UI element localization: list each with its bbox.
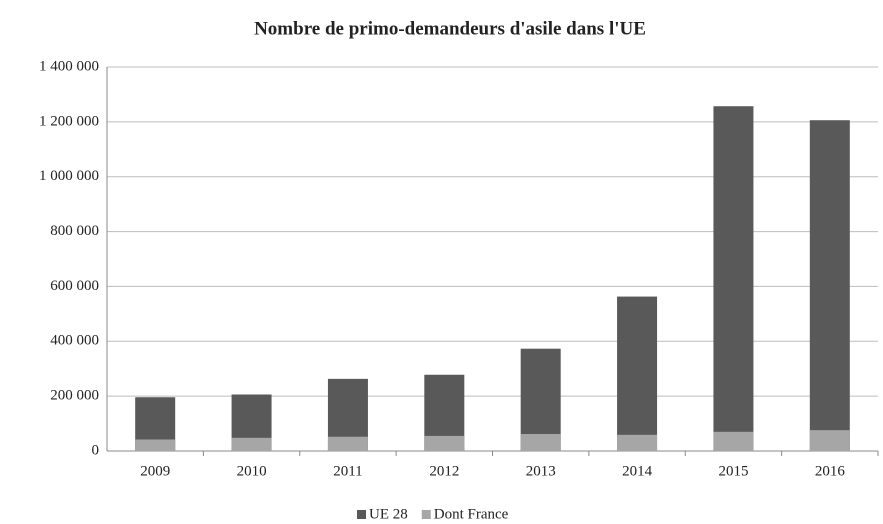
x-tick-label: 2012 <box>429 463 459 479</box>
x-tick-label: 2014 <box>622 463 653 479</box>
y-tick-label: 1 000 000 <box>39 168 99 184</box>
x-tick-label: 2015 <box>718 463 748 479</box>
legend-swatch <box>421 510 431 519</box>
y-tick-label: 400 000 <box>50 333 99 349</box>
bar <box>520 348 561 451</box>
bar <box>713 431 754 451</box>
bar <box>520 433 561 451</box>
bar <box>809 120 850 451</box>
x-tick-label: 2016 <box>815 463 846 479</box>
y-tick-label: 600 000 <box>50 278 99 294</box>
bar <box>617 296 658 451</box>
y-tick-label: 0 <box>92 442 100 458</box>
legend-swatch <box>357 510 366 519</box>
bar <box>713 106 754 452</box>
y-tick-label: 800 000 <box>50 223 99 239</box>
chart-title: Nombre de primo-demandeurs d'asile dans … <box>254 18 646 39</box>
bar <box>617 434 658 451</box>
x-tick-label: 2013 <box>526 463 556 479</box>
bar <box>809 430 850 451</box>
bar <box>231 437 272 451</box>
x-tick-label: 2010 <box>237 463 267 479</box>
y-tick-label: 200 000 <box>50 388 99 404</box>
legend-label: Dont France <box>434 506 509 522</box>
bar <box>327 436 368 451</box>
bar <box>135 439 176 451</box>
x-tick-label: 2009 <box>140 463 170 479</box>
y-tick-label: 1 200 000 <box>39 113 99 129</box>
legend-label: UE 28 <box>369 506 408 522</box>
x-tick-label: 2011 <box>333 463 362 479</box>
bar <box>424 435 465 451</box>
y-tick-label: 1 400 000 <box>39 58 99 74</box>
